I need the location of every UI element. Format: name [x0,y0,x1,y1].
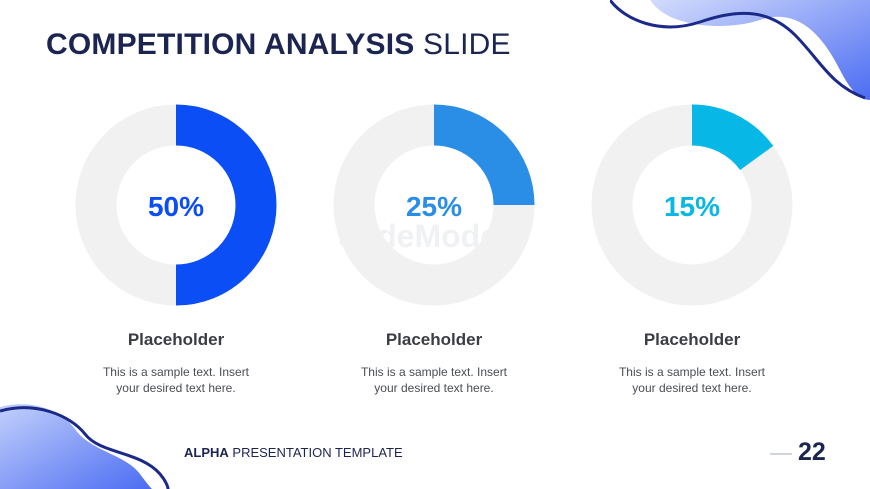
donut-chart-3: 15% [591,104,793,306]
card-heading-2: Placeholder [385,330,483,349]
title-bold: COMPETITION ANALYSIS [46,28,415,61]
card-text-3-line-2: your desired text here. [632,381,752,395]
card-text-2: This is a sample text. Insert your desir… [324,364,544,396]
donut-arc-3 [691,104,774,171]
card-text-1: This is a sample text. Insert your desir… [66,364,286,396]
card-text-2-line-2: your desired text here. [374,381,494,395]
donut-chart-2: 25% [333,104,535,306]
footer-brand: ALPHA [184,445,229,460]
donut-label-2: 25% [406,191,462,222]
donut-label-1: 50% [148,191,204,222]
donut-chart-1: 50% [75,104,277,306]
donut-label-3: 15% [664,191,720,222]
card-text-1-line-2: your desired text here. [116,381,236,395]
donut-card-3: 15% Placeholder This is a sample text. I… [582,104,802,396]
card-text-2-line-1: This is a sample text. Insert [360,365,508,379]
card-heading-1: Placeholder [127,330,225,349]
card-text-3-line-1: This is a sample text. Insert [618,365,766,379]
footer-divider [770,453,792,455]
card-heading-3: Placeholder [643,330,741,349]
donut-arc-1 [175,104,277,306]
card-text-1-line-1: This is a sample text. Insert [102,365,250,379]
donut-arc-2 [433,104,535,206]
donut-card-2: 25% Placeholder This is a sample text. I… [324,104,544,396]
footer-subtitle: PRESENTATION TEMPLATE [232,445,403,460]
page-number: 22 [798,438,826,466]
top-right-wave-decoration [610,0,870,100]
card-text-3: This is a sample text. Insert your desir… [582,364,802,396]
bottom-left-wave-decoration [0,404,170,489]
slide-title: COMPETITION ANALYSIS SLIDE [46,28,511,62]
title-light: SLIDE [423,28,511,61]
donut-card-1: 50% Placeholder This is a sample text. I… [66,104,286,396]
footer-template-name: ALPHA PRESENTATION TEMPLATE [184,445,403,460]
